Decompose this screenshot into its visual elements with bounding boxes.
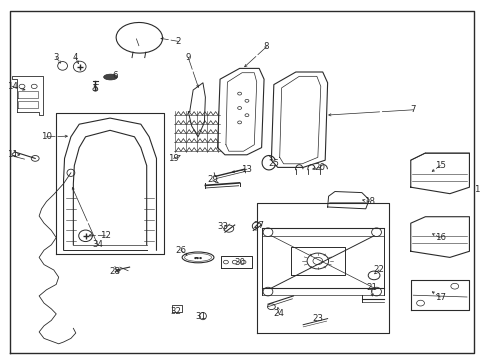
Text: 8: 8 (263, 42, 269, 51)
Text: 6: 6 (112, 71, 118, 80)
Text: ●●●: ●●● (193, 255, 202, 260)
Text: 13: 13 (241, 165, 252, 174)
Text: 20: 20 (314, 163, 325, 172)
Text: 17: 17 (434, 292, 445, 302)
Text: 10: 10 (41, 132, 52, 141)
Text: 34: 34 (92, 240, 103, 249)
Text: 14: 14 (7, 82, 18, 91)
Text: 18: 18 (363, 197, 374, 206)
Text: 26: 26 (175, 246, 186, 255)
Text: 21: 21 (366, 284, 376, 292)
Text: 11: 11 (7, 150, 18, 159)
Text: 1: 1 (473, 184, 479, 194)
Text: 7: 7 (409, 105, 415, 114)
Text: 31: 31 (195, 312, 205, 321)
Text: 23: 23 (312, 314, 323, 323)
Text: 2: 2 (175, 37, 181, 46)
Text: 5: 5 (92, 84, 98, 93)
Text: 30: 30 (234, 258, 244, 267)
Ellipse shape (103, 74, 117, 80)
Text: 12: 12 (100, 231, 110, 240)
Text: 29: 29 (207, 175, 218, 184)
Text: 25: 25 (268, 159, 279, 168)
Text: 27: 27 (253, 220, 264, 230)
Text: 4: 4 (73, 53, 79, 62)
Text: 15: 15 (434, 161, 445, 170)
Text: 33: 33 (217, 222, 227, 231)
Text: 32: 32 (170, 307, 181, 316)
Text: 3: 3 (53, 53, 59, 62)
Text: 28: 28 (109, 267, 120, 276)
Text: 16: 16 (434, 233, 445, 242)
Text: 24: 24 (273, 309, 284, 318)
Text: 9: 9 (185, 53, 190, 62)
Text: 22: 22 (373, 266, 384, 274)
Text: 19: 19 (168, 154, 179, 163)
